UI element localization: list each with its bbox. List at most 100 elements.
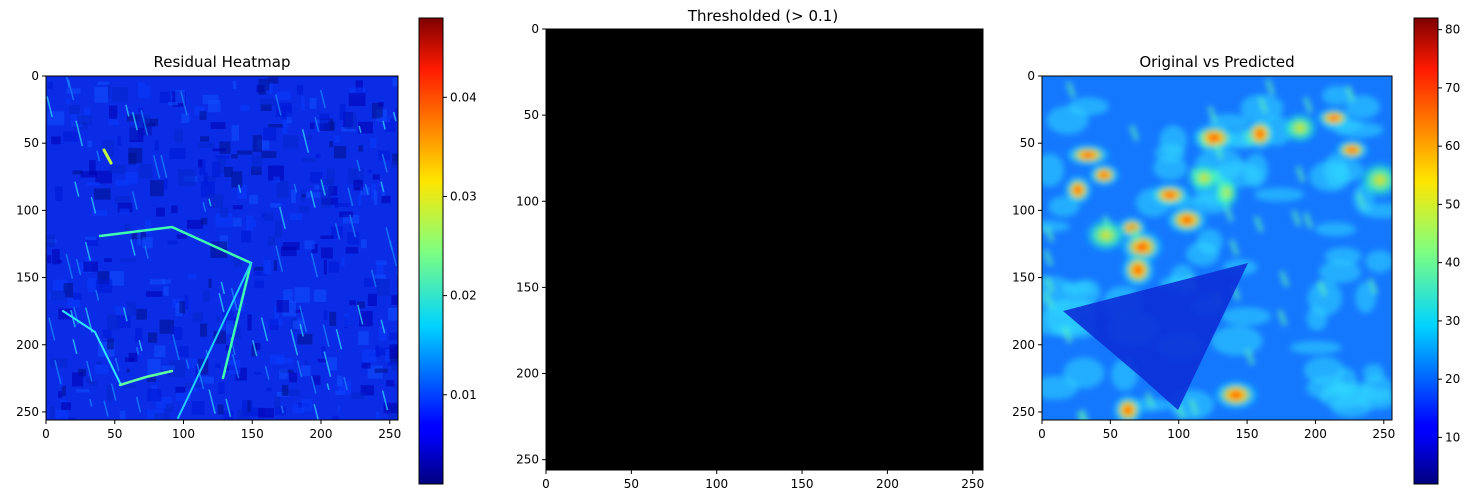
texture-cell: [320, 247, 333, 259]
texture-cell: [313, 289, 327, 302]
texture-streak: [380, 181, 385, 192]
colorbar-tick-label: 80: [1445, 23, 1460, 37]
x-tick-label: 150: [791, 477, 814, 491]
threshold-image: [545, 28, 984, 471]
texture-cell: [93, 188, 111, 200]
texture-cell: [258, 408, 275, 418]
texture-hotspot: [1314, 107, 1354, 129]
colorbar-tick-label: 10: [1445, 430, 1460, 444]
texture-cell: [331, 415, 339, 420]
texture-cell: [154, 140, 159, 151]
texture-cell: [155, 207, 165, 217]
texture-cell: [260, 98, 277, 106]
texture-cell: [174, 129, 183, 143]
texture-cell: [161, 365, 175, 370]
texture-cell: [66, 88, 81, 94]
texture-streak: [326, 383, 330, 391]
texture-cell: [85, 237, 99, 246]
texture-dash: [1129, 124, 1140, 142]
texture-cell: [200, 323, 208, 337]
texture-streak: [323, 351, 332, 377]
texture-cell: [339, 211, 353, 218]
texture-dash: [1223, 205, 1234, 222]
texture-cell: [378, 150, 391, 161]
colorbar-gradient: [418, 17, 444, 485]
texture-cell: [375, 344, 380, 358]
texture-cell: [355, 80, 364, 93]
texture-dash: [1218, 186, 1229, 204]
texture-cell: [358, 194, 362, 207]
texture-cell: [289, 372, 298, 383]
texture-cell: [108, 116, 119, 125]
texture-streak: [90, 196, 97, 214]
texture-cell: [137, 228, 141, 245]
texture-blob: [1362, 363, 1385, 382]
texture-cell: [301, 194, 307, 198]
x-tick-label: 0: [1038, 427, 1046, 441]
texture-cell: [344, 313, 349, 328]
texture-dash: [1279, 270, 1290, 288]
texture-cell: [51, 136, 61, 145]
texture-cell: [85, 376, 94, 384]
texture-cell: [315, 153, 321, 158]
texture-cell: [122, 384, 136, 389]
texture-streak: [274, 94, 282, 116]
texture-cell: [136, 308, 147, 320]
texture-cell: [391, 160, 398, 168]
heatmap-image: [1042, 76, 1392, 420]
texture-streak: [96, 150, 101, 162]
x-tick-label: 50: [107, 427, 122, 441]
texture-cell: [320, 235, 334, 240]
texture-cell: [61, 385, 66, 396]
texture-dash: [1213, 170, 1224, 188]
texture-cell: [195, 365, 200, 381]
texture-cell: [149, 279, 166, 285]
texture-streak: [144, 245, 149, 259]
texture-dash: [1043, 249, 1054, 267]
texture-cell: [384, 118, 397, 132]
texture-cell: [358, 145, 364, 152]
texture-cell: [336, 375, 343, 387]
colorbar-original: 10 20 30 40 50 60 70 80: [1413, 17, 1460, 485]
texture-streak: [208, 389, 216, 414]
texture-cell: [154, 345, 166, 358]
texture-cell: [177, 346, 189, 358]
texture-cell: [263, 212, 274, 221]
texture-cell: [389, 344, 398, 360]
texture-cell: [279, 369, 288, 380]
texture-streak: [160, 154, 168, 178]
texture-dash: [1213, 142, 1224, 160]
texture-cell: [128, 352, 138, 362]
texture-blob: [1254, 187, 1305, 202]
texture-cell: [220, 207, 229, 218]
texture-streak: [125, 104, 130, 117]
y-tick-label: 200: [1012, 338, 1035, 352]
texture-cell: [150, 180, 164, 197]
colorbar-tick-label: 50: [1445, 197, 1460, 211]
texture-cell: [304, 360, 308, 365]
texture-cell: [261, 151, 277, 159]
texture-streak: [392, 111, 397, 122]
texture-streak: [310, 376, 317, 394]
texture-cell: [323, 259, 327, 275]
texture-streak: [290, 329, 299, 356]
texture-cell: [301, 365, 311, 377]
x-tick-label: 250: [378, 427, 401, 441]
colorbar-tick-label: 0.01: [450, 388, 477, 402]
texture-cell: [306, 192, 321, 198]
texture-cell: [286, 112, 292, 124]
texture-streak: [293, 183, 298, 193]
texture-cell: [391, 363, 398, 372]
texture-cell: [371, 102, 383, 119]
panel-title: Residual Heatmap: [153, 53, 290, 71]
texture-cell: [246, 215, 254, 231]
texture-cell: [178, 169, 196, 186]
texture-streak: [75, 120, 84, 147]
texture-dash: [1295, 165, 1306, 183]
texture-streak: [172, 334, 180, 361]
texture-cell: [85, 236, 97, 241]
texture-hotspot: [1211, 175, 1241, 211]
texture-streak: [358, 125, 362, 133]
texture-streak: [310, 190, 316, 208]
texture-cell: [312, 375, 321, 386]
